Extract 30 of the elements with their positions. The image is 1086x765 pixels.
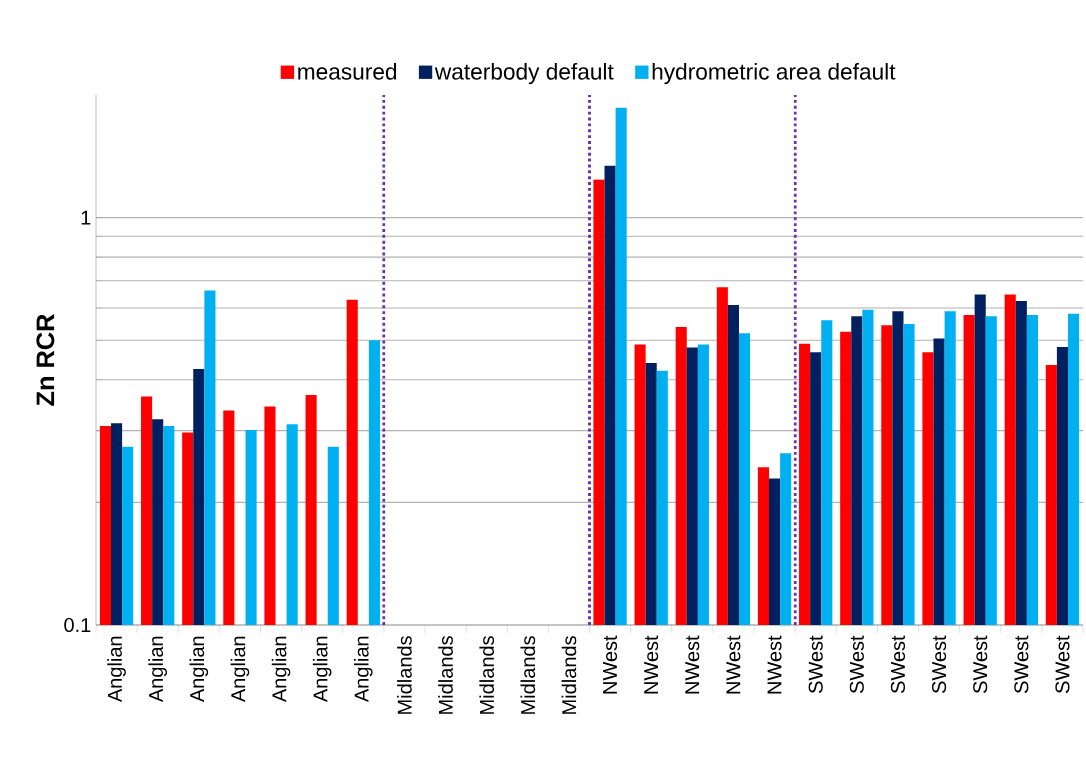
x-tick-label: SWest (849, 635, 864, 694)
x-tick-label: NWest (767, 635, 782, 694)
x-tick-label: Anglian (230, 636, 250, 703)
x-tick-label: NWest (685, 635, 700, 694)
x-tick-label: NWest (644, 635, 659, 694)
x-tick-label: Anglian (189, 636, 209, 703)
legend-label: waterbody default (434, 63, 614, 85)
x-tick-label: SWest (1055, 635, 1070, 694)
y-tick-label: 0.1 (64, 617, 91, 633)
x-tick-label: SWest (890, 635, 906, 694)
legend-label: measured (298, 63, 397, 80)
x-tick-label: Anglian (312, 636, 332, 703)
x-tick-label: Anglian (353, 636, 373, 703)
x-tick-label: Anglian (148, 636, 167, 703)
x-tick-label: SWest (808, 635, 823, 694)
x-tick-label: NWest (603, 635, 618, 694)
x-tick-label: SWest (931, 635, 947, 694)
x-tick-label: Anglian (271, 636, 291, 703)
x-tick-label: Midlands (520, 636, 536, 714)
legend-label: hydrometric area default (652, 63, 896, 85)
y-tick-label: 1 (81, 210, 91, 225)
x-tick-label: Midlands (561, 636, 577, 714)
y-axis-title: Zn RCR (36, 314, 55, 406)
x-tick-label: SWest (1014, 635, 1029, 694)
x-tick-label: Midlands (438, 636, 453, 714)
x-tick-label: Midlands (479, 636, 495, 714)
x-tick-label: SWest (973, 635, 988, 694)
x-tick-label: Anglian (107, 636, 126, 703)
x-tick-label: NWest (726, 635, 741, 694)
x-tick-label: Midlands (397, 636, 412, 714)
